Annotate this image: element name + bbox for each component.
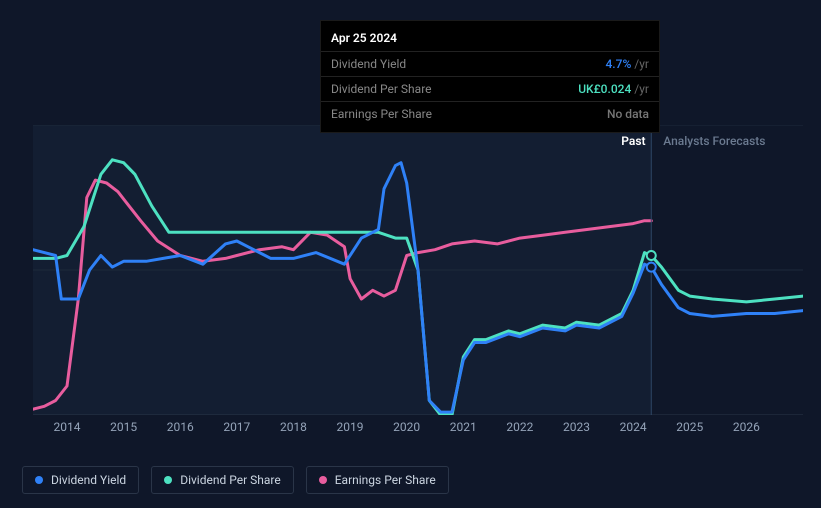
chart-svg <box>33 125 803 415</box>
x-tick-2022: 2022 <box>506 420 533 434</box>
tooltip-row-1: Dividend Per Share UK£0.024/yr <box>321 76 659 101</box>
tooltip-row-key: Earnings Per Share <box>331 107 432 121</box>
tooltip-date: Apr 25 2024 <box>321 27 659 51</box>
x-tick-2019: 2019 <box>337 420 364 434</box>
past-label: Past <box>621 134 645 148</box>
x-tick-2024: 2024 <box>620 420 647 434</box>
legend-dot <box>164 476 172 484</box>
legend: Dividend Yield Dividend Per Share Earnings… <box>22 466 449 494</box>
x-tick-2021: 2021 <box>450 420 477 434</box>
x-tick-2015: 2015 <box>110 420 137 434</box>
legend-label: Earnings Per Share <box>335 473 436 487</box>
legend-item-earnings_per_share[interactable]: Earnings Per Share <box>306 466 449 494</box>
tooltip-row-value: No data <box>607 107 649 121</box>
tooltip-row-key: Dividend Per Share <box>331 82 432 96</box>
legend-item-dividend_yield[interactable]: Dividend Yield <box>22 466 139 494</box>
tooltip-row-value: UK£0.024/yr <box>578 82 649 96</box>
forecast-label: Analysts Forecasts <box>663 134 765 148</box>
legend-dot <box>35 476 43 484</box>
hover-marker-1 <box>647 263 656 272</box>
legend-dot <box>319 476 327 484</box>
chart-area[interactable] <box>33 125 803 415</box>
tooltip: Apr 25 2024 Dividend Yield4.7%/yrDividen… <box>320 20 660 133</box>
tooltip-row-0: Dividend Yield 4.7%/yr <box>321 51 659 76</box>
x-tick-2023: 2023 <box>563 420 590 434</box>
x-tick-2026: 2026 <box>733 420 760 434</box>
tooltip-row-2: Earnings Per Share No data <box>321 101 659 126</box>
x-tick-2018: 2018 <box>280 420 307 434</box>
x-tick-2016: 2016 <box>167 420 194 434</box>
legend-item-dividend_per_share[interactable]: Dividend Per Share <box>151 466 294 494</box>
legend-label: Dividend Yield <box>51 473 126 487</box>
x-tick-2025: 2025 <box>676 420 703 434</box>
tooltip-row-key: Dividend Yield <box>331 57 406 71</box>
hover-marker-0 <box>647 251 656 260</box>
tooltip-row-value: 4.7%/yr <box>605 57 649 71</box>
x-tick-2017: 2017 <box>223 420 250 434</box>
legend-label: Dividend Per Share <box>180 473 281 487</box>
x-tick-2014: 2014 <box>53 420 80 434</box>
x-tick-2020: 2020 <box>393 420 420 434</box>
